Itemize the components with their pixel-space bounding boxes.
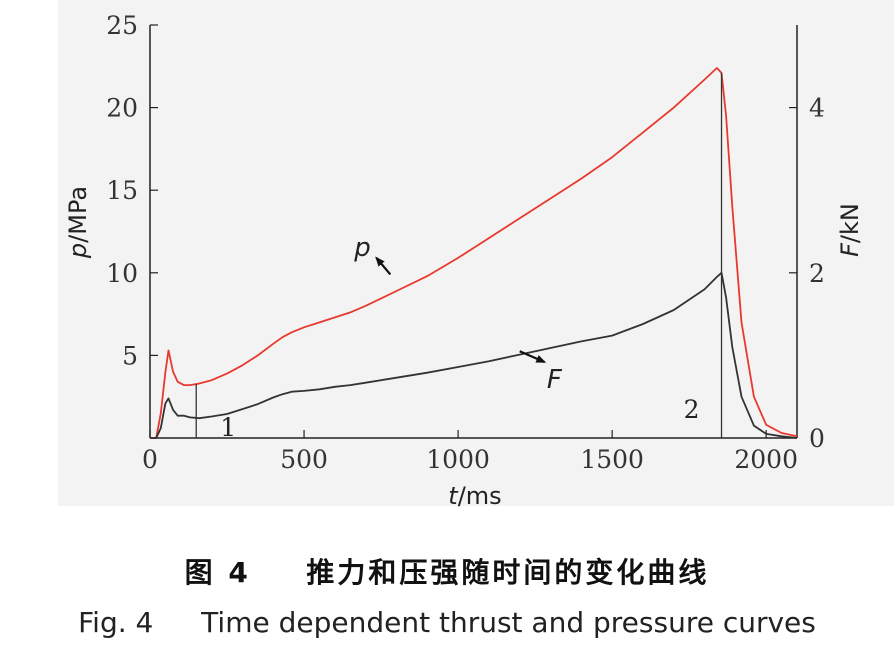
y-right-tick-label: 2 (809, 259, 825, 288)
y-right-tick-label: 0 (809, 424, 825, 453)
y-left-axis-title: p/MPa (64, 186, 92, 259)
y-left-tick-label: 10 (106, 259, 138, 288)
marker-label-1: 1 (220, 413, 236, 442)
annotation-label-F: F (547, 365, 563, 395)
x-tick-label: 1500 (580, 445, 644, 474)
annotation-label-p: p (353, 233, 371, 263)
annotation-arrow-p (375, 256, 392, 276)
y-right-axis-unit: /kN (836, 203, 864, 243)
annotations: pF (353, 233, 563, 395)
marker-label-2: 2 (684, 395, 700, 424)
y-left-axis-var: p (64, 243, 92, 259)
caption-cn-title: 推力和压强随时间的变化曲线 (306, 556, 710, 589)
y-right-tick-label: 4 (809, 94, 825, 123)
marker-lines: 12 (195, 72, 723, 442)
y-right-axis-title: F/kN (836, 203, 864, 257)
x-tick-label: 2000 (734, 445, 798, 474)
x-tick-label: 0 (142, 445, 158, 474)
x-axis-var: t (448, 482, 459, 510)
caption-en: Fig. 4 Time dependent thrust and pressur… (0, 606, 894, 639)
y-right-axis-var: F (836, 242, 864, 257)
caption-cn: 图 4 推力和压强随时间的变化曲线 (0, 551, 894, 591)
annotation-arrow-F (519, 350, 547, 364)
axes-frame (149, 25, 798, 439)
series-p-line (150, 67, 798, 439)
series-lines (150, 67, 798, 439)
ticks: 0 500 1000 1500 2000 5 10 15 20 25 0 2 4 (106, 11, 825, 474)
caption-en-number: Fig. 4 (78, 606, 154, 639)
x-axis-unit: /ms (458, 482, 502, 510)
x-axis-title: t/ms (448, 482, 501, 510)
caption-en-title: Time dependent thrust and pressure curve… (201, 606, 816, 639)
plot-background (58, 0, 894, 506)
y-left-tick-label: 15 (106, 176, 138, 205)
caption-cn-number: 图 4 (184, 556, 251, 589)
x-tick-label: 1000 (426, 445, 490, 474)
x-tick-label: 500 (280, 445, 328, 474)
y-left-axis-unit: /MPa (64, 186, 92, 243)
y-left-tick-label: 20 (106, 94, 138, 123)
y-left-tick-label: 5 (122, 341, 138, 370)
series-F-line (150, 271, 798, 439)
y-left-tick-label: 25 (106, 11, 138, 40)
axis-titles: t/ms p/MPa F/kN (64, 186, 864, 510)
